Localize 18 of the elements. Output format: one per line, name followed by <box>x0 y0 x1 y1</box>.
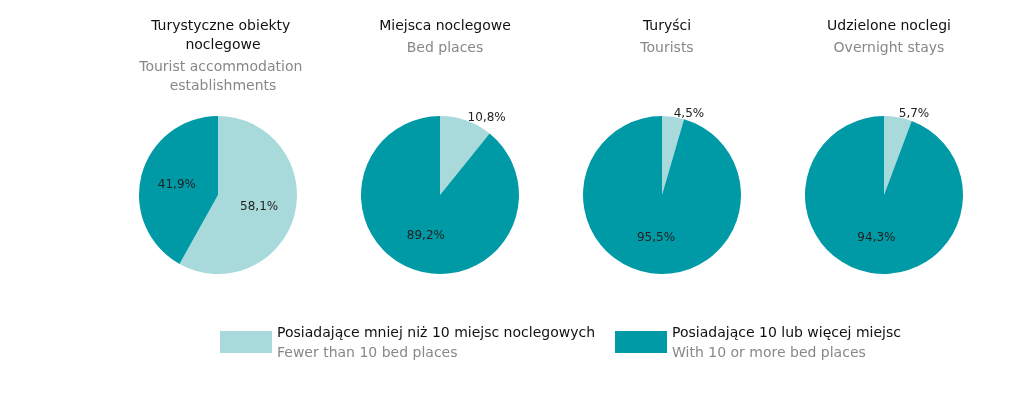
data-label: 4,5% <box>673 105 705 120</box>
chart-title: Turystyczne obiekty noclegowe <box>150 16 295 52</box>
data-label: 41,9% <box>157 177 196 192</box>
chart-title: Miejsca noclegowe <box>379 16 511 33</box>
chart-title: Udzielone noclegi <box>827 16 951 33</box>
data-label: 95,5% <box>636 230 676 245</box>
data-label: 10,8% <box>467 109 506 124</box>
legend-label: Posiadające 10 lub więcej miejsc With 10 or more bed places <box>672 324 901 360</box>
data-label: 58,1% <box>240 198 279 213</box>
data-label: 94,3% <box>857 229 896 244</box>
data-label: 5,7% <box>898 106 930 121</box>
chart-subtitle: Overnight stays <box>833 38 945 55</box>
legend-label: Posiadające mniej niż 10 miejsc noclegowych Fewer than 10 bed places <box>277 324 596 360</box>
data-label: 89,2% <box>406 228 445 243</box>
chart-subtitle: Tourist accommodation establishments <box>138 57 307 93</box>
chart-subtitle: Tourists <box>639 38 694 55</box>
chart-title: Turyści <box>641 16 692 33</box>
chart-subtitle: Bed places <box>406 38 484 55</box>
